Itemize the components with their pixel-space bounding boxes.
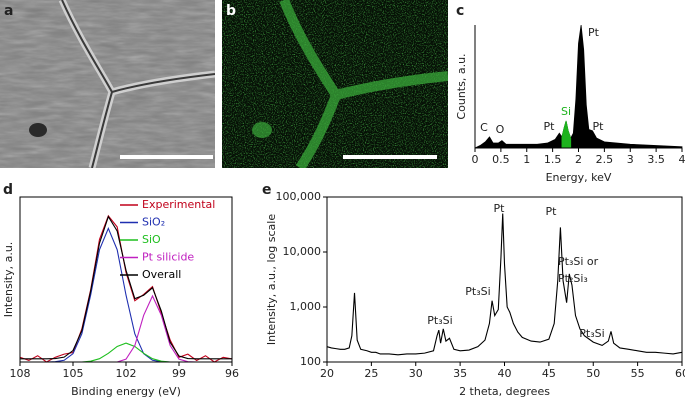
- y-tick-label: 100: [300, 355, 321, 368]
- x-tick-label: 102: [116, 367, 137, 380]
- data-line: [19, 214, 233, 363]
- x-tick-label: 35: [453, 367, 467, 380]
- data-line: [20, 294, 232, 363]
- peak-annotation: Pt: [546, 205, 558, 218]
- panel-label: a: [4, 3, 13, 19]
- x-axis-label: 2 theta, degrees: [459, 385, 550, 398]
- legend-label: SiO₂: [142, 216, 165, 229]
- x-tick-label: 0.5: [492, 153, 510, 166]
- sem-image: [0, 0, 215, 168]
- y-tick-label: 1,000: [290, 300, 322, 313]
- legend-label: Experimental: [142, 198, 215, 211]
- y-axis-label: Intensity, a.u.: [2, 242, 15, 318]
- peak-annotation: Pt: [593, 120, 605, 133]
- scale-bar: [120, 155, 213, 159]
- x-tick-label: 25: [364, 367, 378, 380]
- particle: [29, 123, 47, 137]
- x-tick-label: 50: [586, 367, 600, 380]
- x-tick-label: 2.5: [596, 153, 614, 166]
- x-tick-label: 105: [63, 367, 84, 380]
- x-tick-label: 55: [631, 367, 645, 380]
- legend-label: SiO: [142, 233, 161, 246]
- x-tick-label: 96: [225, 367, 239, 380]
- peak-annotation: Pt: [588, 26, 600, 39]
- silicon-vein: [279, 0, 448, 168]
- silicon-spot: [252, 122, 272, 138]
- x-tick-label: 45: [542, 367, 556, 380]
- x-tick-label: 60: [675, 367, 685, 380]
- legend-label: Pt silicide: [142, 251, 194, 264]
- x-tick-label: 20: [320, 367, 334, 380]
- x-tick-label: 2: [575, 153, 582, 166]
- y-axis-label: Counts, a.u.: [455, 53, 468, 119]
- x-tick-label: 30: [409, 367, 423, 380]
- panel-label: b: [226, 3, 236, 19]
- x-tick-label: 4: [679, 153, 685, 166]
- peak-annotation: Pt₂Si₃: [558, 272, 588, 285]
- eds-map-image: [222, 0, 448, 168]
- x-tick-label: 108: [10, 367, 31, 380]
- peak-annotation: Pt: [494, 202, 506, 215]
- peak-annotation: C: [480, 121, 488, 134]
- x-tick-label: 1: [523, 153, 530, 166]
- x-axis-label: Binding energy (eV): [71, 385, 181, 398]
- plot-frame: [326, 196, 683, 363]
- peak-annotation: Si: [561, 105, 571, 118]
- spectrum-area: [474, 24, 683, 149]
- scale-bar: [343, 155, 437, 159]
- x-tick-label: 1.5: [544, 153, 562, 166]
- panel-label: d: [3, 182, 13, 198]
- peak-annotation: O: [496, 123, 505, 136]
- peak-annotation: Pt₃Si: [465, 285, 490, 298]
- y-tick-label: 100,000: [276, 190, 322, 203]
- y-tick-label: 10,000: [283, 245, 322, 258]
- panel-label: e: [262, 182, 272, 198]
- spectrum-area: [561, 120, 572, 149]
- x-tick-label: 99: [172, 367, 186, 380]
- data-line: [20, 215, 232, 360]
- peak-annotation: Pt: [544, 120, 556, 133]
- x-tick-label: 40: [498, 367, 512, 380]
- x-tick-label: 0: [472, 153, 479, 166]
- x-tick-label: 3.5: [647, 153, 665, 166]
- data-line: [20, 226, 232, 363]
- x-tick-label: 3: [627, 153, 634, 166]
- grain-boundary-edge: [61, 0, 215, 168]
- peak-annotation: Pt₃Si or: [558, 255, 599, 268]
- x-axis-label: Energy, keV: [546, 171, 612, 184]
- peak-annotation: Pt₃Si: [579, 327, 604, 340]
- data-line: [326, 213, 683, 356]
- legend-label: Overall: [142, 268, 181, 281]
- y-axis-label: Intensity, a.u., log scale: [265, 214, 278, 345]
- peak-annotation: Pt₃Si: [427, 314, 452, 327]
- panel-label: c: [456, 3, 464, 19]
